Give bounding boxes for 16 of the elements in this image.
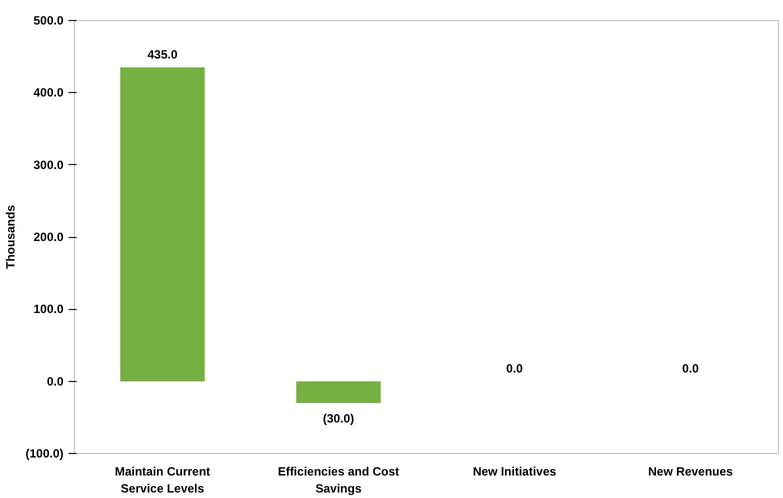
x-tick-label: New Initiatives bbox=[472, 464, 557, 478]
y-tick-label: 300.0 bbox=[33, 158, 64, 172]
y-tick-label: 0.0 bbox=[46, 374, 64, 388]
y-tick-label: 100.0 bbox=[33, 302, 64, 316]
y-axis-title: Thousands bbox=[3, 204, 18, 269]
y-tick-label: (100.0) bbox=[25, 446, 64, 460]
data-label: 0.0 bbox=[506, 362, 524, 376]
y-tick-label: 500.0 bbox=[33, 14, 64, 28]
y-tick-label: 200.0 bbox=[33, 230, 64, 244]
x-tick-label: Efficiencies and Cost Savings bbox=[278, 464, 400, 496]
y-tick-label: 400.0 bbox=[33, 86, 64, 100]
data-label: 0.0 bbox=[682, 362, 700, 376]
x-tick-label: Maintain Current Service Levels bbox=[114, 464, 210, 496]
data-label: (30.0) bbox=[322, 412, 354, 426]
x-tick-label: New Revenues bbox=[648, 464, 734, 478]
data-label: 435.0 bbox=[147, 48, 178, 62]
